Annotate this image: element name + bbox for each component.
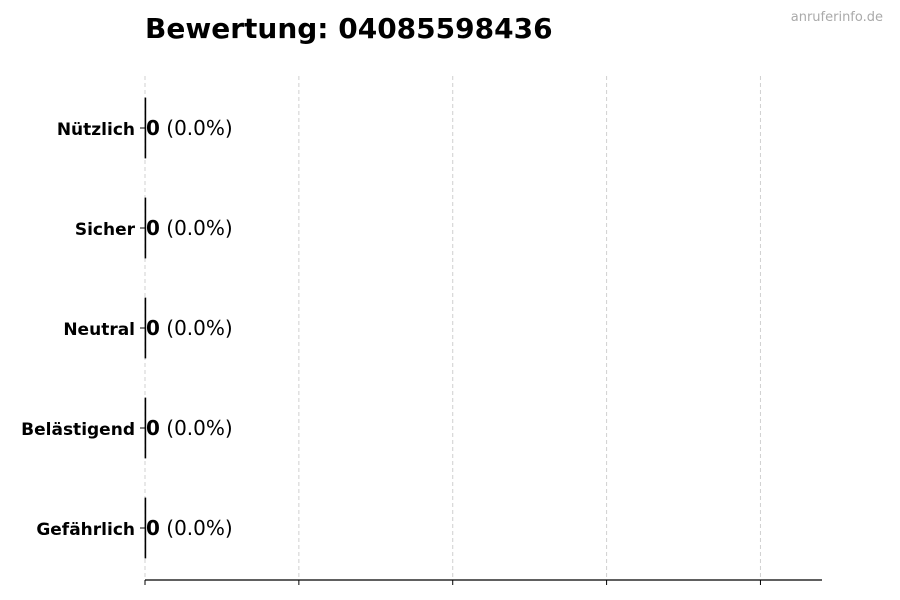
data-label-percent: (0.0%) <box>160 316 233 340</box>
data-label: 0 (0.0%) <box>146 516 233 540</box>
data-label: 0 (0.0%) <box>146 116 233 140</box>
data-label-count: 0 <box>146 416 160 440</box>
y-tick-label: Gefährlich <box>36 520 135 540</box>
y-tick-label: Belästigend <box>21 420 135 440</box>
data-label-percent: (0.0%) <box>160 216 233 240</box>
y-tick-label: Neutral <box>63 320 135 340</box>
chart-title: Bewertung: 04085598436 <box>145 12 553 45</box>
data-label: 0 (0.0%) <box>146 416 233 440</box>
watermark: anruferinfo.de <box>790 10 883 25</box>
data-label-percent: (0.0%) <box>160 116 233 140</box>
data-label-percent: (0.0%) <box>160 416 233 440</box>
data-label-count: 0 <box>146 216 160 240</box>
data-label-count: 0 <box>146 316 160 340</box>
data-label: 0 (0.0%) <box>146 316 233 340</box>
y-tick-label: Sicher <box>75 220 136 240</box>
data-label: 0 (0.0%) <box>146 216 233 240</box>
data-label-count: 0 <box>146 516 160 540</box>
data-label-count: 0 <box>146 116 160 140</box>
data-label-percent: (0.0%) <box>160 516 233 540</box>
y-tick-label: Nützlich <box>57 120 135 140</box>
